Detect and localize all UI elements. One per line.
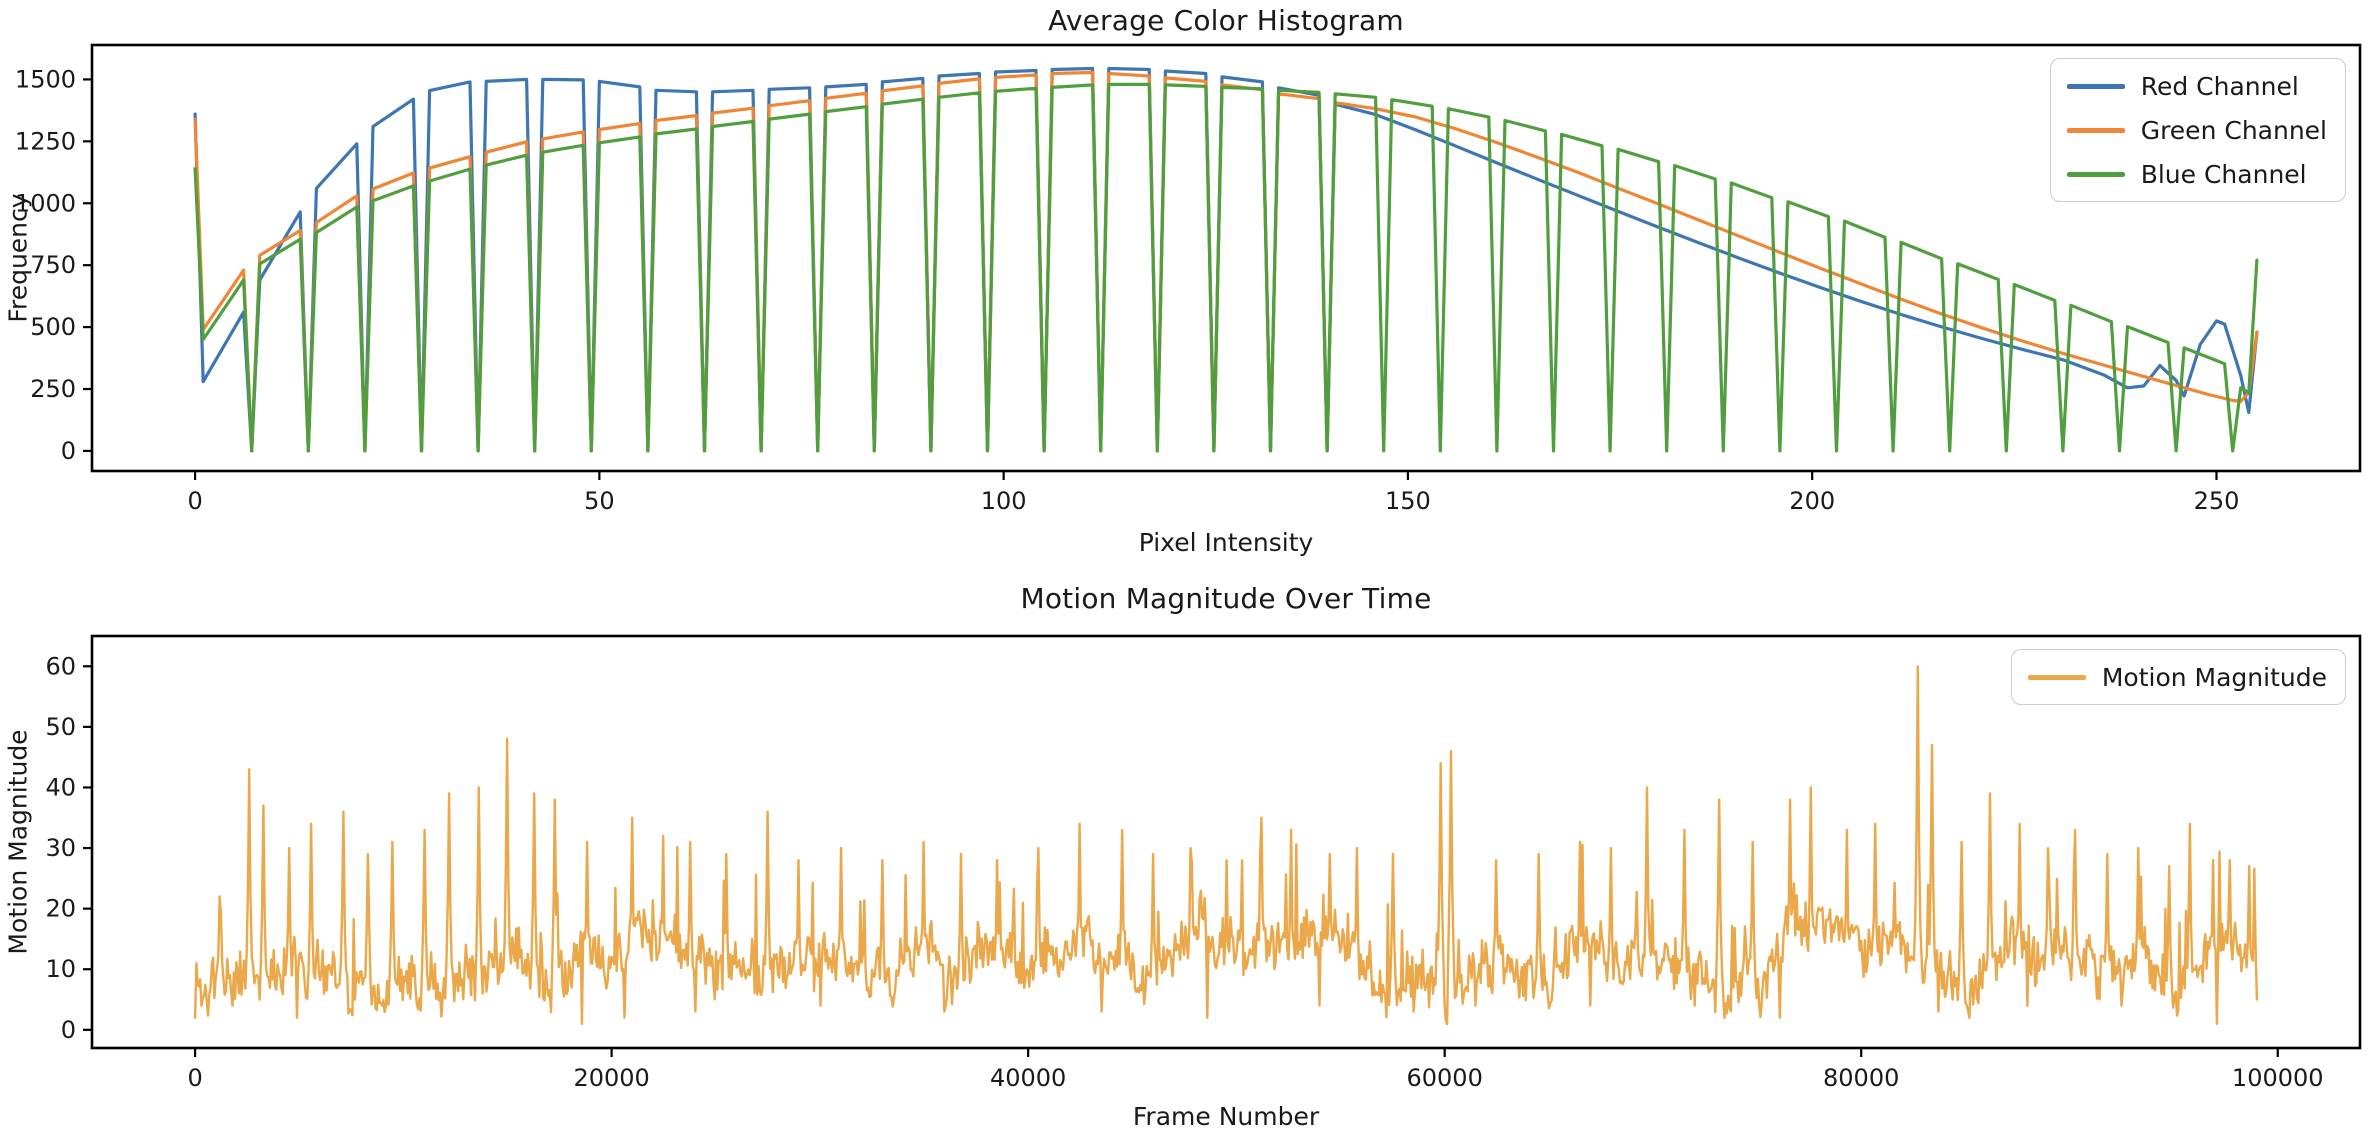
x-tick-label: 20000 bbox=[573, 1064, 649, 1092]
x-tick-label: 100 bbox=[981, 487, 1027, 515]
x-tick-label: 200 bbox=[1789, 487, 1835, 515]
series-line-motion-magnitude bbox=[193, 665, 2259, 1026]
y-tick-label: 60 bbox=[45, 652, 76, 680]
histogram-yaxis-label: Frequency bbox=[3, 193, 33, 323]
x-tick-label: 0 bbox=[187, 487, 202, 515]
histogram-xaxis-label: Pixel Intensity bbox=[1138, 528, 1314, 557]
series-line-blue-channel bbox=[193, 82, 2259, 453]
y-tick-label: 1500 bbox=[15, 65, 76, 93]
green-channel-line-swatch-icon bbox=[2066, 127, 2125, 133]
x-tick-label: 60000 bbox=[1406, 1064, 1482, 1092]
axes-spines bbox=[90, 43, 2362, 473]
legend-entry-blue-channel: Blue Channel bbox=[2066, 157, 2327, 191]
y-tick-label: 20 bbox=[45, 895, 76, 923]
y-tick-label: 0 bbox=[61, 437, 76, 465]
legend-label: Blue Channel bbox=[2140, 159, 2307, 189]
y-tick-label: 250 bbox=[30, 375, 76, 403]
blue-channel-line-swatch-icon bbox=[2066, 171, 2125, 177]
red-channel-line-swatch-icon bbox=[2066, 83, 2125, 89]
motion-title: Motion Magnitude Over Time bbox=[1020, 582, 1432, 615]
legend-label: Red Channel bbox=[2140, 71, 2299, 101]
motion-yaxis-label: Motion Magnitude bbox=[3, 729, 33, 955]
x-tick-label: 80000 bbox=[1823, 1064, 1899, 1092]
y-tick-label: 500 bbox=[30, 313, 76, 341]
motion-legend: Motion Magnitude bbox=[2010, 649, 2346, 705]
motion-magnitude-line-swatch-icon bbox=[2027, 674, 2086, 680]
legend-entry-green-channel: Green Channel bbox=[2066, 113, 2327, 147]
legend-label: Green Channel bbox=[2140, 115, 2327, 145]
legend-entry-red-channel: Red Channel bbox=[2066, 69, 2327, 103]
legend-label: Motion Magnitude bbox=[2101, 662, 2327, 692]
y-tick-label: 40 bbox=[45, 773, 76, 801]
x-tick-label: 40000 bbox=[990, 1064, 1066, 1092]
y-tick-label: 1000 bbox=[15, 189, 76, 217]
x-tick-label: 100000 bbox=[2232, 1064, 2324, 1092]
motion-xaxis-label: Frame Number bbox=[1132, 1102, 1320, 1131]
x-tick-label: 150 bbox=[1385, 487, 1431, 515]
x-tick-label: 0 bbox=[187, 1064, 202, 1092]
axes-spines bbox=[90, 634, 2362, 1050]
series-layer bbox=[193, 66, 2259, 453]
histogram-legend: Red Channel Green Channel Blue Channel bbox=[2049, 58, 2346, 202]
histogram-title: Average Color Histogram bbox=[1048, 4, 1404, 37]
x-tick-label: 250 bbox=[2194, 487, 2240, 515]
y-tick-label: 0 bbox=[61, 1016, 76, 1044]
series-layer bbox=[193, 665, 2259, 1026]
y-tick-label: 1250 bbox=[15, 127, 76, 155]
y-tick-label: 50 bbox=[45, 713, 76, 741]
x-tick-label: 50 bbox=[584, 487, 615, 515]
legend-entry-motion-magnitude: Motion Magnitude bbox=[2027, 660, 2327, 694]
y-tick-label: 10 bbox=[45, 955, 76, 983]
y-tick-label: 750 bbox=[30, 251, 76, 279]
y-tick-label: 30 bbox=[45, 834, 76, 862]
